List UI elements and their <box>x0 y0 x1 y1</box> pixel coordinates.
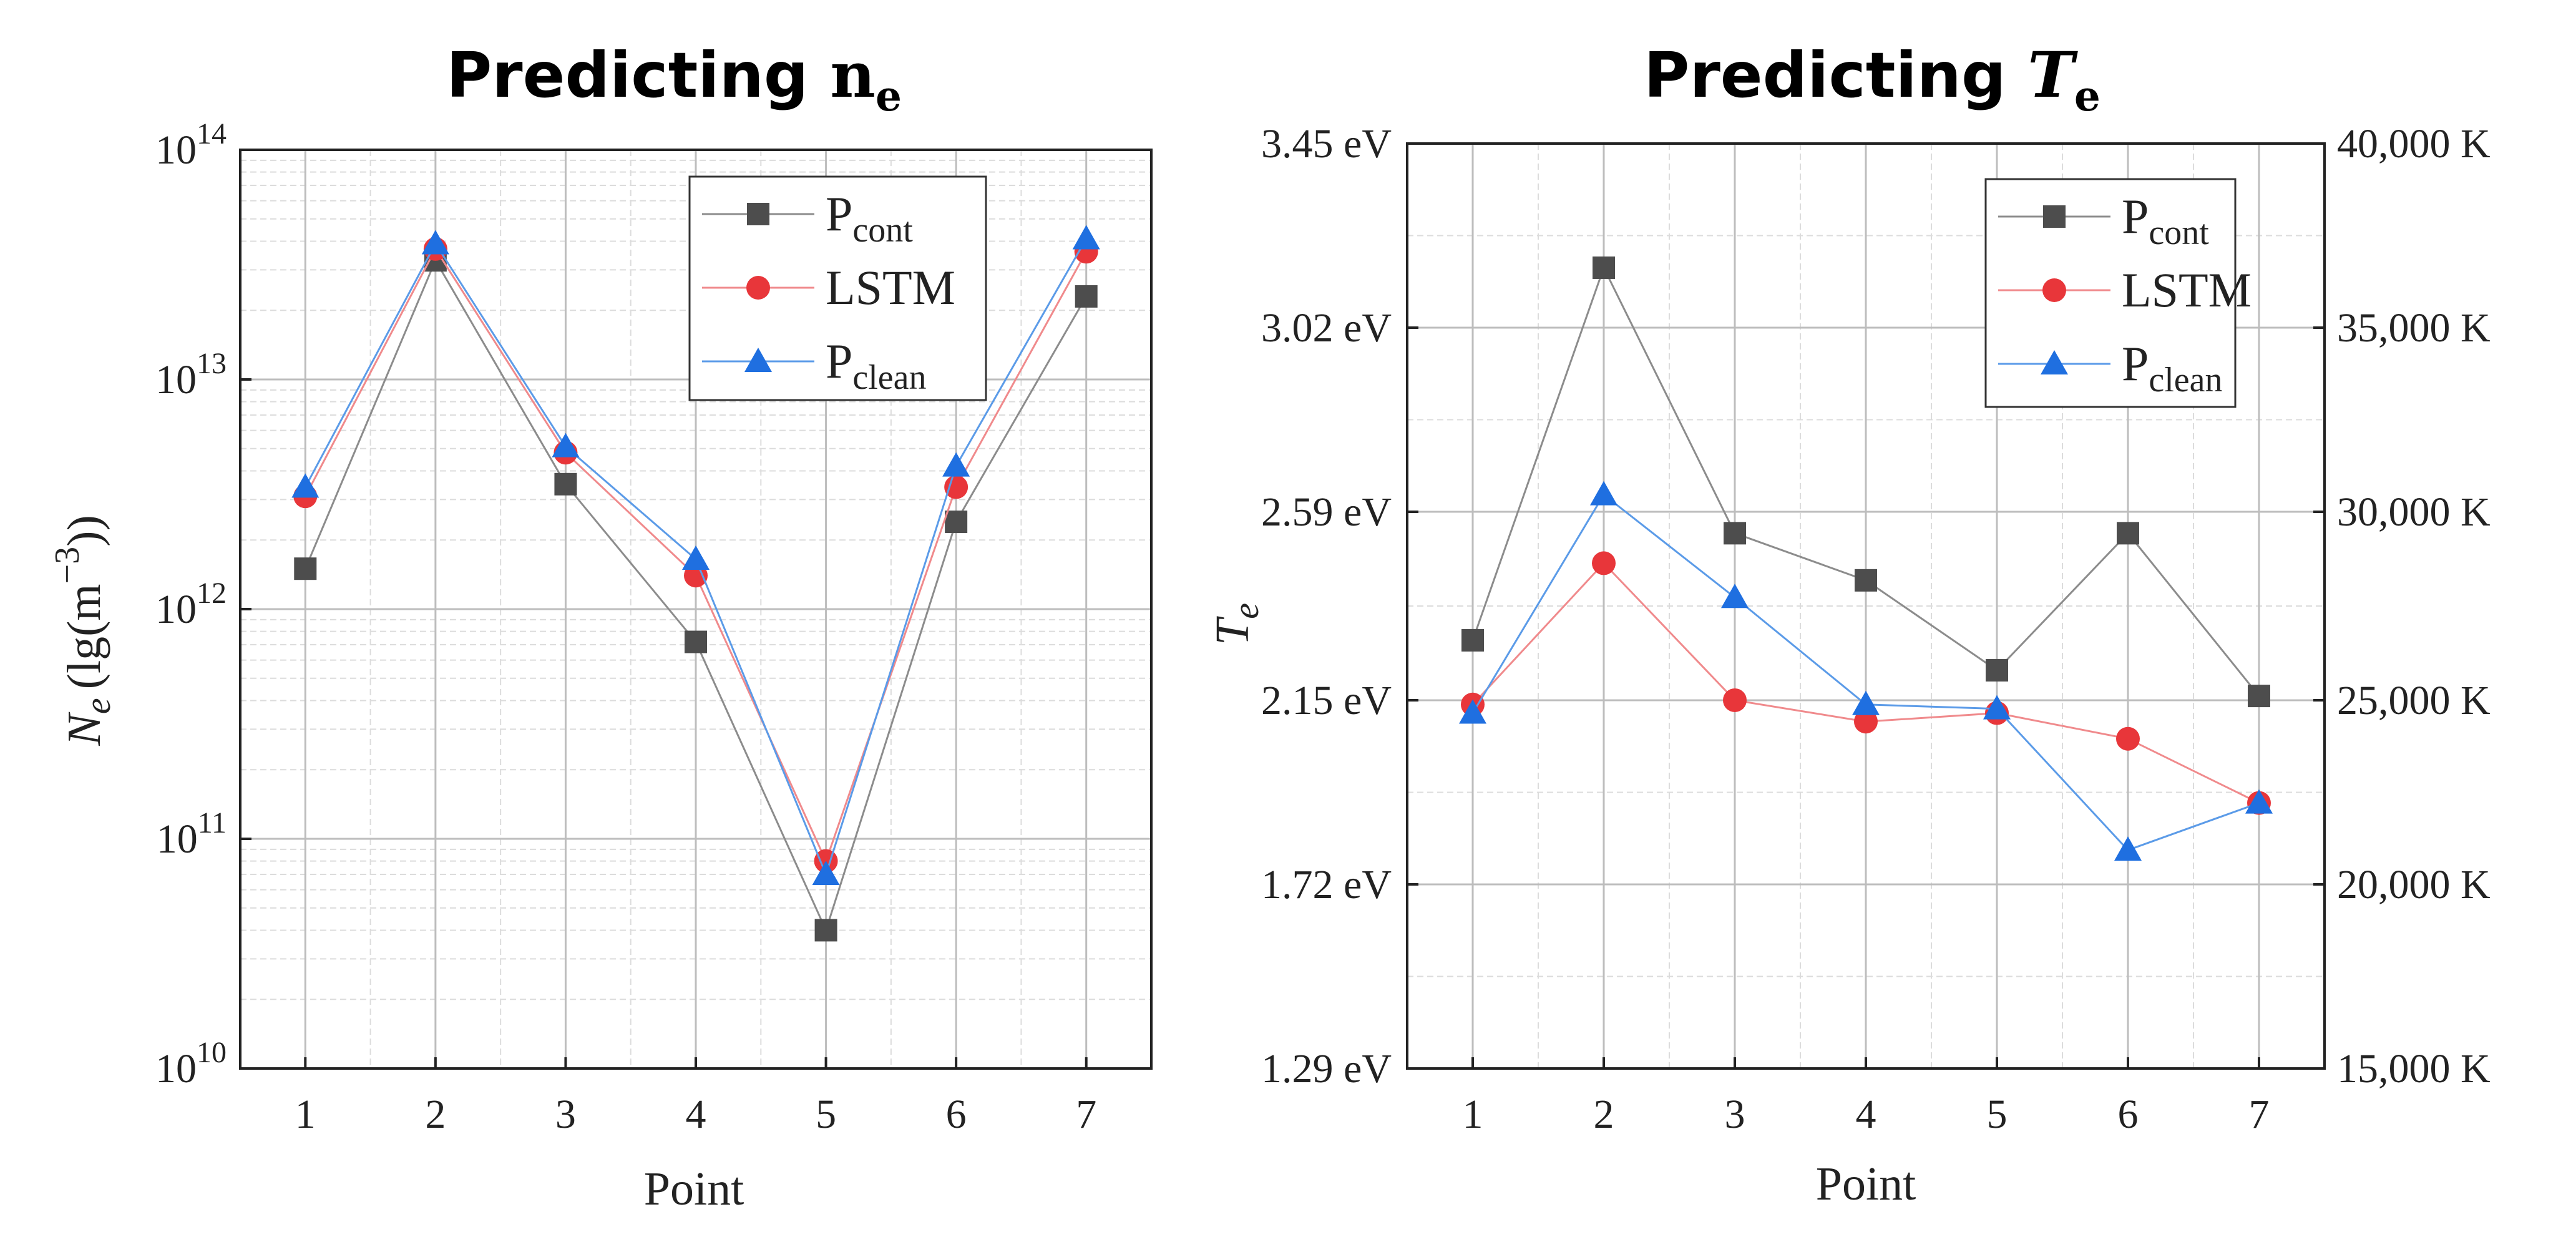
legend-marker <box>746 276 770 300</box>
legend-marker <box>2041 350 2068 374</box>
y-tick-label: 2.15 eV <box>1261 678 1392 723</box>
y2-tick-label: 25,000 K <box>2337 678 2491 723</box>
series-pclean <box>1459 481 2273 861</box>
left-title-subscript: e <box>876 72 902 120</box>
right-chart: 1 2 3 4 5 6 7 1.29 eV 1.72 eV 2.15 eV 2.59 eV 3.02 … <box>1261 121 2491 1137</box>
data-point <box>1459 699 1486 724</box>
left-y-axis-label: Ne(lg(m−3)) <box>48 515 118 746</box>
y-tick-label: 1014 <box>155 117 227 173</box>
legend-label: Pclean <box>2122 336 2223 399</box>
data-point <box>1983 695 2011 720</box>
left-chart-title: Predicting ne <box>446 38 902 120</box>
data-point <box>1724 522 1746 545</box>
y2-tick-label: 20,000 K <box>2337 862 2491 907</box>
x-tick-label: 3 <box>1725 1092 1745 1137</box>
data-point <box>1593 256 1615 279</box>
x-tick-label: 6 <box>946 1092 967 1137</box>
series-pclean <box>291 225 1100 886</box>
y-tick-label: 1.72 eV <box>1261 862 1392 907</box>
data-point <box>1075 285 1098 308</box>
data-point <box>942 452 970 477</box>
legend-label: LSTM <box>2122 263 2252 317</box>
left-title-text: Predicting <box>446 39 808 112</box>
data-point <box>1072 225 1100 250</box>
x-tick-label: 2 <box>425 1092 446 1137</box>
y-tick-label: 3.45 eV <box>1261 121 1392 167</box>
data-point <box>814 919 837 942</box>
y-tick-label: 1010 <box>155 1036 227 1092</box>
legend-marker <box>744 348 772 372</box>
data-point <box>1461 628 1484 652</box>
data-point <box>2248 685 2270 708</box>
data-point <box>2114 836 2142 861</box>
right-chart-title: Predicting Te <box>1644 38 2100 120</box>
x-tick-label: 5 <box>816 1092 836 1137</box>
data-point <box>554 472 577 496</box>
legend-marker <box>2042 278 2066 302</box>
left-title-symbol: n <box>830 38 876 112</box>
y2-tick-label: 30,000 K <box>2337 489 2491 535</box>
data-point <box>1721 584 1749 609</box>
legend-marker <box>2043 205 2066 228</box>
data-point <box>945 511 968 534</box>
data-point <box>1855 569 1877 592</box>
data-point <box>812 861 840 886</box>
data-point <box>1852 690 1880 715</box>
y-tick-label: 3.02 eV <box>1261 305 1392 351</box>
data-point <box>2245 789 2273 814</box>
data-point <box>421 230 449 255</box>
data-point <box>1590 481 1617 506</box>
data-point <box>944 475 968 499</box>
y2-tick-label: 35,000 K <box>2337 305 2491 351</box>
x-tick-label: 3 <box>555 1092 576 1137</box>
right-y-axis-label: Te <box>1206 603 1266 645</box>
x-tick-label: 7 <box>1076 1092 1096 1137</box>
y2-tick-label: 40,000 K <box>2337 121 2491 167</box>
y2-tick-label: 15,000 K <box>2337 1046 2491 1092</box>
legend: Pcont LSTM Pclean <box>688 175 987 401</box>
legend-label: Pclean <box>826 334 927 397</box>
x-tick-label: 6 <box>2118 1092 2139 1137</box>
left-x-axis-label: Point <box>644 1163 744 1215</box>
y-tick-label: 1011 <box>157 806 227 862</box>
legend: Pcont LSTM Pclean <box>1984 178 2252 408</box>
x-tick-label: 4 <box>686 1092 706 1137</box>
y-tick-label: 1012 <box>155 577 227 632</box>
right-x-axis-label: Point <box>1816 1158 1916 1210</box>
data-point <box>1592 551 1616 575</box>
x-tick-label: 1 <box>295 1092 316 1137</box>
series-pcont <box>1461 256 2270 708</box>
y-tick-label: 2.59 eV <box>1261 489 1392 535</box>
data-point <box>291 473 320 498</box>
data-point <box>1723 688 1747 712</box>
legend-label: LSTM <box>826 260 955 315</box>
right-title-text: Predicting <box>1644 39 2006 112</box>
legend-marker <box>747 203 769 225</box>
data-point <box>552 433 580 457</box>
x-tick-label: 7 <box>2249 1092 2270 1137</box>
left-chart: 1 2 3 4 5 6 7 1010 1011 1012 1013 1014 Pcont LSTM Pcle… <box>155 117 1153 1137</box>
x-tick-label: 4 <box>1856 1092 1876 1137</box>
data-point <box>685 630 707 653</box>
data-point <box>682 545 710 570</box>
right-title-subscript: e <box>2074 72 2100 120</box>
data-point <box>1986 658 2008 682</box>
data-point <box>2116 726 2140 751</box>
data-point <box>1854 710 1878 734</box>
y-tick-label: 1013 <box>155 347 227 403</box>
legend-label: Pcont <box>826 187 913 250</box>
data-point <box>294 557 317 580</box>
right-title-symbol: T <box>2027 38 2078 112</box>
x-tick-label: 1 <box>1463 1092 1483 1137</box>
x-tick-label: 2 <box>1594 1092 1614 1137</box>
x-tick-label: 5 <box>1987 1092 2008 1137</box>
data-point <box>2117 522 2139 545</box>
y-tick-label: 1.29 eV <box>1261 1046 1392 1092</box>
legend-label: Pcont <box>2122 189 2209 252</box>
